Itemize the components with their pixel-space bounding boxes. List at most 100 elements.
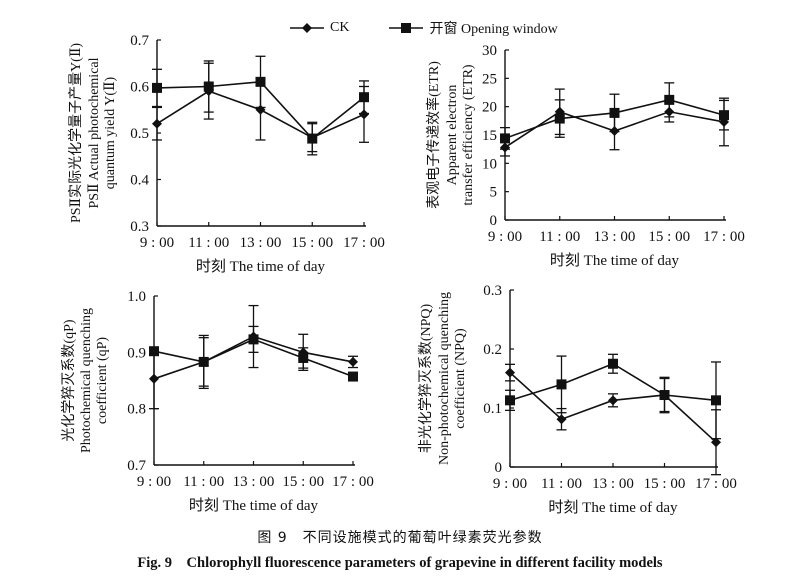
x-tick-label: 17 : 00 (695, 476, 737, 492)
data-point-opening-window (500, 133, 510, 144)
y-tick-label: 0.1 (483, 401, 502, 417)
x-tick-label: 13 : 00 (592, 476, 634, 492)
data-point-opening-window (719, 110, 729, 121)
y-axis-label: Apparent electron (445, 85, 460, 186)
data-point-opening-window (608, 358, 618, 369)
data-point-opening-window (298, 352, 309, 363)
legend-label-ck: CK (330, 20, 350, 35)
x-tick-label: 13 : 00 (240, 235, 282, 251)
y-tick-label: 0.8 (127, 402, 146, 418)
y-axis-label: coefficient (qP) (95, 337, 110, 425)
x-tick-label: 17 : 00 (343, 235, 385, 251)
legend: CK 开窗 Opening window (290, 18, 598, 38)
data-point-ck (359, 109, 369, 120)
data-point-ck (711, 437, 721, 448)
data-point-opening-window (554, 113, 565, 124)
data-point-ck (505, 367, 515, 378)
x-tick-label: 15 : 00 (644, 476, 686, 492)
figure-caption-cn: 图 9 不同设施模式的葡萄叶绿素荧光参数 (257, 530, 543, 546)
data-point-opening-window (348, 371, 358, 382)
data-point-opening-window (664, 94, 675, 105)
x-axis-label: 时刻 The time of day (550, 252, 680, 269)
x-axis-label: 时刻 The time of day (189, 497, 319, 514)
x-tick-label: 9 : 00 (137, 474, 171, 490)
series-opening-window (149, 325, 358, 390)
data-point-opening-window (149, 346, 159, 357)
y-tick-label: 10 (482, 156, 497, 172)
series-opening-window (152, 55, 369, 156)
data-point-opening-window (505, 395, 515, 406)
square-marker-icon (389, 23, 424, 33)
y-axis-label: quantum yield Y(Ⅱ) (103, 76, 118, 189)
chart-etr: 0 5 10 15 20 25 30 9 : 00 11 : 00 13 : 00 15 : 00 1… (425, 43, 745, 269)
y-axis-label: transfer efficiency (ETR) (461, 64, 476, 206)
y-axis-label: Photochemical quenching (79, 308, 94, 453)
data-point-opening-window (609, 107, 620, 118)
y-tick-label: 0.3 (130, 219, 149, 235)
y-axis-label: 光化学猝灭系数(qP) (61, 319, 77, 441)
x-tick-label: 9 : 00 (488, 229, 522, 245)
x-tick-label: 11 : 00 (539, 229, 580, 245)
x-tick-label: 11 : 00 (183, 474, 224, 490)
y-tick-label: 20 (482, 100, 497, 116)
x-tick-label: 13 : 00 (594, 229, 636, 245)
data-point-opening-window (359, 92, 369, 103)
x-tick-label: 17 : 00 (332, 474, 374, 490)
data-point-opening-window (198, 356, 209, 367)
x-tick-label: 9 : 00 (493, 476, 527, 492)
y-tick-label: 0.2 (483, 342, 502, 358)
y-tick-label: 1.0 (127, 289, 146, 305)
data-point-opening-window (152, 82, 162, 93)
y-axis-label: 非光化学猝灭系数(NPQ) (418, 304, 434, 454)
y-tick-label: 0 (495, 460, 503, 476)
y-tick-label: 0.7 (130, 33, 149, 49)
data-point-opening-window (556, 379, 567, 390)
x-tick-label: 17 : 00 (703, 229, 745, 245)
data-point-opening-window (659, 390, 670, 401)
data-point-opening-window (711, 395, 721, 406)
y-tick-label: 5 (490, 185, 498, 201)
y-tick-label: 0.7 (127, 458, 146, 474)
series-opening-window (505, 353, 721, 440)
x-tick-label: 13 : 00 (233, 474, 275, 490)
data-point-ck (608, 395, 618, 406)
data-point-opening-window (307, 133, 318, 144)
x-axis-label: 时刻 The time of day (196, 258, 326, 275)
data-point-opening-window (203, 81, 214, 92)
chart-yII: 0.3 0.4 0.5 0.6 0.7 9 : 00 11 : 00 13 : 00 15 : … (68, 33, 385, 275)
chart-npq: 0 0.1 0.2 0.3 9 : 00 11 : 00 13 : 00 15 : 00 17 … (418, 283, 737, 516)
x-tick-label: 15 : 00 (291, 235, 333, 251)
x-tick-label: 11 : 00 (541, 476, 582, 492)
data-point-ck (152, 118, 162, 129)
diamond-marker-icon (290, 23, 324, 33)
data-point-ck (556, 414, 567, 425)
legend-item-opening-window: 开窗 Opening window (389, 18, 558, 38)
y-tick-label: 0.9 (127, 345, 146, 361)
y-axis-label: Non-photochemical quenching (437, 292, 452, 465)
series-opening-window (500, 82, 729, 150)
data-point-ck (149, 373, 159, 384)
y-axis-label: 表观电子传递效率(ETR) (425, 61, 442, 209)
y-tick-label: 25 (482, 71, 497, 87)
data-point-ck (348, 356, 358, 367)
y-tick-label: 0 (490, 213, 498, 229)
data-point-opening-window (248, 334, 259, 345)
y-tick-label: 30 (482, 43, 497, 59)
y-tick-label: 0.5 (130, 126, 149, 142)
series-ck (505, 363, 721, 476)
y-tick-label: 0.6 (130, 80, 149, 96)
x-tick-label: 15 : 00 (282, 474, 324, 490)
data-point-opening-window (255, 76, 266, 87)
chart-qp: 0.7 0.8 0.9 1.0 9 : 00 11 : 00 13 : 00 15 : 00 1… (61, 289, 374, 514)
y-axis-label: PSⅡ Actual photochemical (87, 57, 102, 208)
x-tick-label: 9 : 00 (140, 235, 174, 251)
x-axis-label: 时刻 The time of day (548, 499, 678, 516)
y-tick-label: 0.3 (483, 283, 502, 299)
y-axis-label: PSⅡ实际光化学量子产量Y(Ⅱ) (68, 43, 84, 223)
y-axis-label: coefficient (NPQ) (453, 328, 468, 429)
x-tick-label: 15 : 00 (648, 229, 690, 245)
figure-caption-en: Fig. 9 Chlorophyll fluorescence paramete… (137, 555, 663, 571)
x-tick-label: 11 : 00 (188, 235, 229, 251)
y-tick-label: 15 (482, 128, 497, 144)
